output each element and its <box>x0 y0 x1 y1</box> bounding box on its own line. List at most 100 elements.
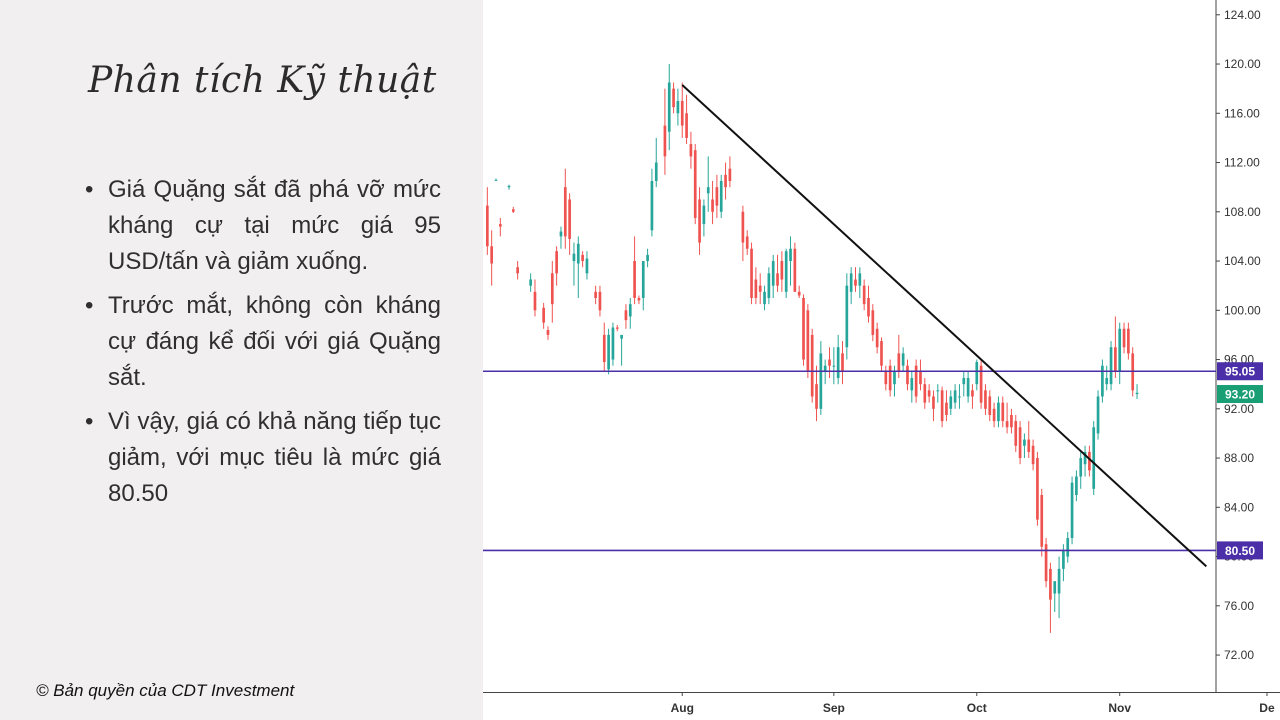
candle-body <box>633 261 636 298</box>
level-badge-label: 95.05 <box>1225 365 1255 379</box>
bullet-item: • Trước mắt, không còn kháng cự đáng kể đ… <box>85 288 441 396</box>
candle-body <box>485 205 489 247</box>
candle-body <box>988 396 992 415</box>
candle-body <box>815 384 818 409</box>
candle-body <box>741 211 745 243</box>
candle-body <box>910 378 914 391</box>
price-tick-label: 116.00 <box>1224 106 1260 120</box>
candle-body <box>763 291 766 305</box>
candle-body <box>572 253 576 262</box>
candle-body <box>559 231 563 237</box>
bullet-dot: • <box>85 176 94 203</box>
candle-body <box>858 273 862 286</box>
candle-body <box>611 327 615 360</box>
candle-body <box>563 187 567 237</box>
price-tick-label: 120.00 <box>1224 57 1261 71</box>
candle-body <box>1083 451 1087 465</box>
candle-body <box>576 243 580 264</box>
candle-body <box>507 185 511 188</box>
candle-body <box>945 402 948 415</box>
price-tick-label: 76.00 <box>1224 599 1254 613</box>
candle-body <box>984 390 987 409</box>
candle-body <box>862 285 866 305</box>
bullet-dot: • <box>85 292 94 319</box>
candle-body <box>919 371 922 385</box>
candle-body <box>706 187 710 194</box>
candle-body <box>490 246 494 264</box>
last-price-badge <box>1217 385 1263 404</box>
candle-body <box>607 334 610 370</box>
time-tick-label: Aug <box>671 701 694 715</box>
candle-body <box>854 279 857 286</box>
candle-body <box>533 291 537 311</box>
candle-body <box>555 251 558 274</box>
candle-body <box>754 279 758 298</box>
candle-body <box>1114 347 1117 372</box>
level-badge <box>1217 541 1263 560</box>
candle-body <box>819 353 823 409</box>
candle-body <box>1040 494 1044 547</box>
candle-body <box>971 390 974 397</box>
candle-body <box>698 199 701 243</box>
candle-body <box>845 285 849 348</box>
candle-body <box>849 273 853 292</box>
slide-title: Phân tích Kỹ thuật <box>88 60 437 101</box>
candle-body <box>637 297 641 301</box>
candle-body <box>893 371 896 385</box>
candle-body <box>780 261 784 280</box>
candle-body <box>832 365 836 367</box>
candle-body <box>802 297 805 360</box>
candle-body <box>884 371 888 385</box>
candle-body <box>906 365 909 385</box>
bullet-item: • Giá Quặng sắt đã phá vỡ mức kháng cự tạ… <box>85 172 441 280</box>
candle-body <box>1036 458 1039 520</box>
bullet-text: Trước mắt, không còn kháng cự đáng kể đố… <box>108 292 441 391</box>
candle-body <box>901 353 905 366</box>
candle-body <box>797 291 801 296</box>
candle-body <box>728 168 732 182</box>
candle-body <box>620 334 623 339</box>
candle-body <box>1135 392 1139 395</box>
price-tick-label: 124.00 <box>1224 8 1261 22</box>
candle-body <box>719 181 723 212</box>
last-price-label: 93.20 <box>1225 388 1255 402</box>
price-tick-label: 108.00 <box>1224 205 1261 219</box>
candle-body <box>585 258 589 274</box>
candle-body <box>1109 347 1113 385</box>
candle-body <box>962 378 966 385</box>
candle-body <box>1023 439 1026 446</box>
candle-body <box>745 236 749 249</box>
candle-body <box>628 304 632 317</box>
candle-body <box>615 327 619 329</box>
candle-body <box>711 199 714 212</box>
candle-body <box>949 396 953 409</box>
candle-body <box>702 205 706 225</box>
text-panel: Phân tích Kỹ thuật • Giá Quặng sắt đã phá… <box>0 0 483 720</box>
copyright-notice: © Bản quyền của CDT Investment <box>36 681 295 700</box>
candle-body <box>932 396 935 409</box>
candle-body <box>1018 427 1022 459</box>
candle-body <box>511 209 515 212</box>
candle-body <box>715 187 719 206</box>
price-tick-label: 104.00 <box>1224 254 1261 268</box>
candle-body <box>568 199 571 239</box>
candle-body <box>806 310 810 372</box>
candle-body <box>1105 378 1109 385</box>
bullet-dot: • <box>85 408 94 435</box>
candle-body <box>1066 538 1070 557</box>
candle-body <box>871 310 875 335</box>
candle-body <box>542 307 545 323</box>
candle-body <box>1001 402 1005 422</box>
level-badge-label: 80.50 <box>1225 544 1255 558</box>
candle-body <box>1079 458 1083 477</box>
candle-body <box>1005 421 1009 428</box>
candle-body <box>888 365 892 391</box>
candle-body <box>516 267 519 274</box>
candle-body <box>1118 328 1122 372</box>
price-tick-label: 88.00 <box>1224 451 1254 465</box>
candle-body <box>789 248 792 262</box>
candle-body <box>1075 476 1078 495</box>
candle-body <box>494 179 498 181</box>
candle-body <box>992 408 996 422</box>
candle-body <box>693 150 697 218</box>
